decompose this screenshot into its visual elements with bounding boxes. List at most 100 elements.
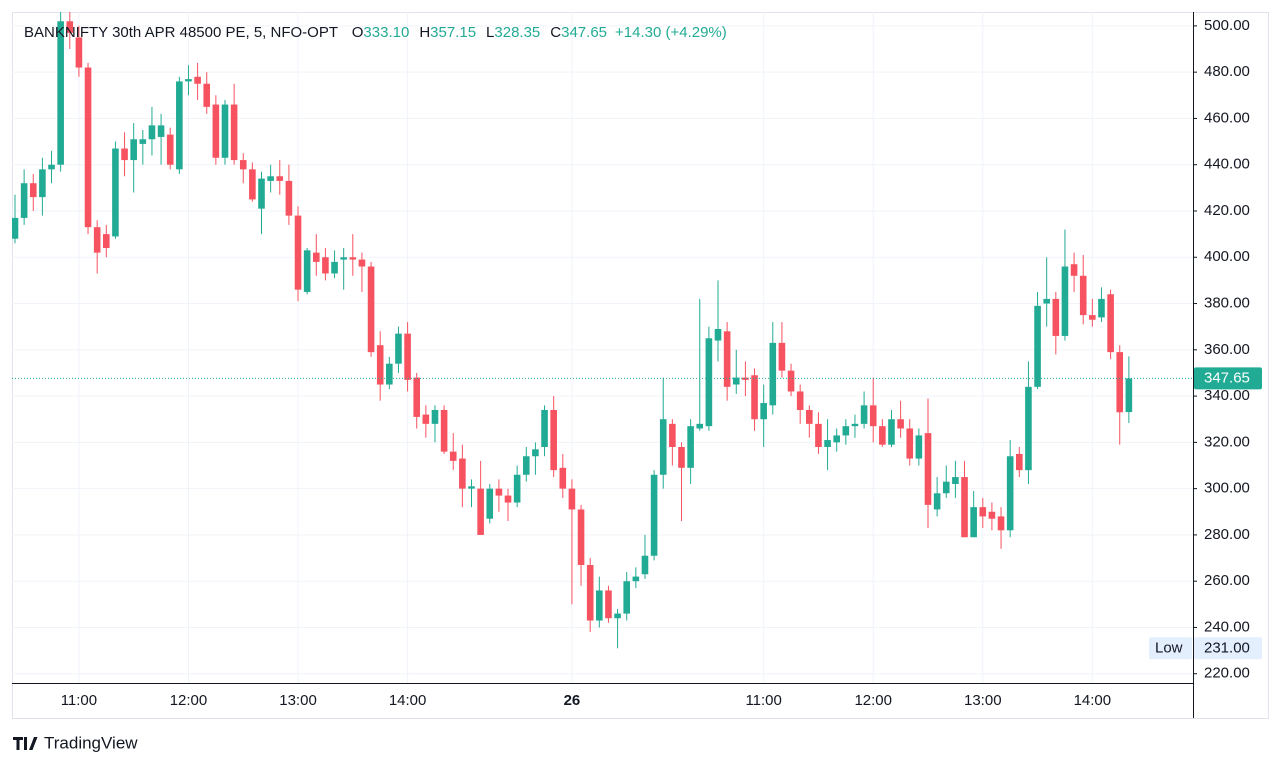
y-tick-label: 400.00 bbox=[1204, 248, 1250, 265]
candle-body bbox=[176, 81, 183, 170]
ohlc-key: H bbox=[419, 24, 430, 41]
candle-body bbox=[906, 428, 914, 459]
candle-body bbox=[84, 67, 92, 228]
candle-body bbox=[988, 511, 996, 519]
candle-body bbox=[541, 409, 548, 447]
candle-body bbox=[130, 139, 137, 161]
candle-body bbox=[723, 331, 731, 387]
candle-body bbox=[48, 164, 55, 170]
y-tick-label: 260.00 bbox=[1204, 572, 1250, 589]
symbol-legend: BANKNIFTY 30th APR 48500 PE, 5, NFO-OPT O… bbox=[24, 24, 727, 41]
candle-body bbox=[696, 423, 704, 429]
candle-body bbox=[1098, 298, 1105, 318]
candle-body bbox=[148, 125, 156, 140]
candle-body bbox=[477, 488, 484, 535]
ohlc-key: L bbox=[486, 24, 494, 41]
candle-body bbox=[322, 257, 329, 274]
candle-body bbox=[1061, 266, 1069, 336]
candle-body bbox=[39, 169, 46, 198]
candle-body bbox=[495, 488, 503, 496]
candle-body bbox=[376, 345, 384, 385]
candle-body bbox=[778, 342, 786, 371]
candle-body bbox=[1016, 453, 1023, 471]
candle-body bbox=[961, 477, 968, 538]
ohlc-value: 328.35 bbox=[494, 24, 540, 41]
brand-name: TradingView bbox=[44, 733, 138, 752]
candle-body bbox=[230, 104, 238, 161]
candle-body bbox=[796, 391, 804, 410]
candle-body bbox=[1116, 352, 1124, 413]
candle-body bbox=[659, 419, 667, 475]
candle-body bbox=[20, 183, 28, 218]
candle-body bbox=[413, 377, 421, 417]
ohlc-value: 347.65 bbox=[561, 24, 607, 41]
candle-body bbox=[1034, 305, 1041, 387]
candle-body bbox=[249, 169, 256, 200]
candle-body bbox=[924, 433, 932, 505]
candle-body bbox=[577, 509, 585, 565]
candle-body bbox=[860, 405, 868, 424]
candle-body bbox=[769, 342, 777, 406]
candle-body bbox=[258, 178, 265, 209]
low-name: Low bbox=[1155, 639, 1183, 656]
candle-body bbox=[185, 79, 192, 82]
candle-body bbox=[395, 333, 402, 364]
candle-body bbox=[139, 139, 147, 144]
candle-body bbox=[194, 76, 201, 84]
overlay: 220.00 240.00 260.00 280.00 300.00 320.00 340.… bbox=[12, 17, 1262, 709]
candle-body bbox=[742, 377, 749, 380]
candle-body bbox=[157, 125, 165, 137]
y-tick-label: 500.00 bbox=[1204, 17, 1250, 34]
x-tick-label: 14:00 bbox=[1074, 692, 1112, 709]
candle-body bbox=[121, 148, 128, 161]
candle-body bbox=[267, 176, 274, 181]
candles bbox=[12, 12, 1133, 649]
candle-body bbox=[705, 338, 713, 427]
candle-body bbox=[970, 507, 977, 538]
candle-body bbox=[440, 409, 448, 452]
x-tick-label: 26 bbox=[564, 692, 581, 709]
candle-body bbox=[714, 328, 722, 341]
low-value-box bbox=[1194, 637, 1262, 660]
candle-body bbox=[623, 581, 631, 614]
candle-body bbox=[103, 234, 110, 249]
candle-body bbox=[952, 477, 959, 485]
candle-body bbox=[942, 481, 950, 494]
candle-body bbox=[815, 423, 822, 447]
x-tick-label: 12:00 bbox=[170, 692, 208, 709]
candle-body bbox=[1125, 378, 1133, 413]
candle-body bbox=[824, 440, 831, 447]
candle-body bbox=[933, 493, 941, 510]
low-name-box bbox=[1149, 637, 1192, 660]
last-price-box bbox=[1194, 367, 1262, 390]
branding: TradingView bbox=[13, 733, 138, 752]
candle-body bbox=[431, 409, 439, 424]
candle-body bbox=[340, 257, 347, 260]
candle-body bbox=[57, 21, 64, 165]
candle-body bbox=[203, 83, 211, 107]
candle-body bbox=[75, 37, 83, 68]
candle-body bbox=[888, 419, 895, 445]
candle-body bbox=[367, 266, 375, 353]
y-tick-label: 460.00 bbox=[1204, 109, 1250, 126]
ohlc-key: C bbox=[550, 24, 561, 41]
candle-body bbox=[1006, 456, 1014, 531]
candle-body bbox=[669, 423, 676, 447]
candle-body bbox=[1079, 275, 1087, 316]
candle-body bbox=[513, 474, 521, 503]
candle-body bbox=[349, 257, 357, 260]
candle-body bbox=[66, 21, 74, 33]
candle-body bbox=[605, 590, 612, 619]
candle-body bbox=[915, 435, 923, 459]
y-tick-label: 380.00 bbox=[1204, 295, 1250, 312]
candle-body bbox=[29, 183, 37, 198]
x-tick-label: 13:00 bbox=[279, 692, 317, 709]
candle-body bbox=[504, 495, 512, 503]
y-tick-label: 280.00 bbox=[1204, 526, 1250, 543]
y-tick-label: 240.00 bbox=[1204, 618, 1250, 635]
candle-body bbox=[422, 414, 430, 424]
change-value: +14.30 (+4.29%) bbox=[615, 24, 727, 41]
candle-body bbox=[897, 419, 904, 429]
candle-body bbox=[1089, 315, 1096, 320]
candle-body bbox=[404, 333, 411, 380]
